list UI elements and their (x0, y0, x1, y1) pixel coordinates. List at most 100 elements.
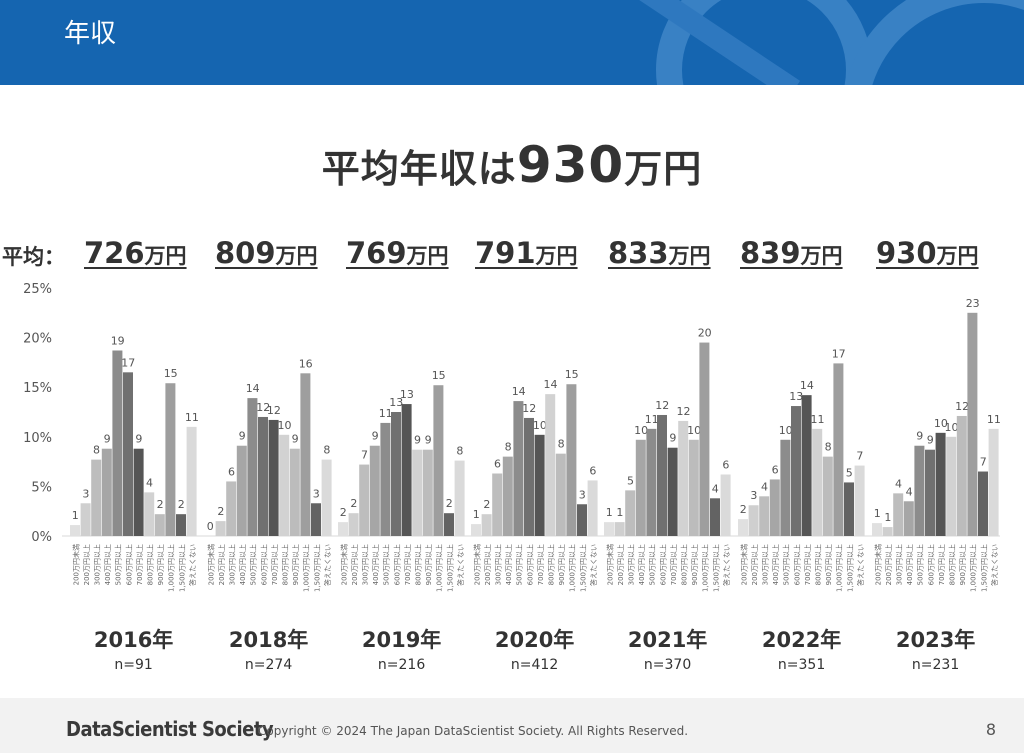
data-label: 1 (473, 508, 480, 521)
x-tick-label: 800万円以上 (680, 544, 689, 585)
x-tick-label: 1,500万円以上 (979, 544, 988, 592)
x-tick-label: 700万円以上 (803, 544, 812, 585)
bar (614, 522, 625, 536)
average-value-6: 930万円 (876, 236, 979, 270)
data-label: 17 (121, 356, 135, 369)
bar (710, 498, 720, 536)
data-label: 17 (832, 347, 846, 360)
average-unit: 万円 (936, 244, 979, 268)
bar (380, 422, 391, 536)
bar (492, 473, 503, 536)
data-label: 10 (687, 424, 701, 437)
data-label: 6 (494, 458, 501, 471)
headline: 平均年収は930万円 (0, 136, 1024, 194)
bar (133, 448, 144, 536)
x-tick-label: 200万円未満 (206, 544, 215, 585)
bar (391, 412, 401, 536)
bar (748, 505, 759, 536)
income-bar-chart: 0% 5% 10% 15% 20% 25% 1 200万円未満 3 200万円以上 8 300万円以上… (23, 282, 1001, 592)
year-label: 2018年 (228, 628, 309, 652)
data-label: 4 (906, 485, 913, 498)
data-label: 15 (432, 369, 446, 382)
data-label: 1 (606, 506, 613, 519)
bar (165, 383, 176, 536)
data-label: 9 (292, 433, 299, 446)
x-tick-label: 1,500万円以上 (578, 544, 587, 592)
x-tick-label: 200万円以上 (483, 544, 492, 585)
headline-suffix: 万円 (624, 147, 703, 191)
x-tick-label: 1,000万円以上 (701, 544, 710, 592)
average-unit: 万円 (275, 244, 318, 268)
bar (545, 394, 556, 536)
x-tick-label: 800万円以上 (146, 544, 155, 585)
data-label: 6 (589, 464, 596, 477)
x-tick-label: 1,000万円以上 (435, 544, 444, 592)
x-tick-label: 1,500万円以上 (312, 544, 321, 592)
data-label: 2 (350, 497, 357, 510)
x-tick-label: 300万円以上 (494, 544, 503, 585)
bar (872, 523, 882, 536)
x-tick-label: 答えたくない (990, 544, 999, 586)
data-label: 10 (634, 424, 648, 437)
bar (300, 373, 311, 536)
bar (587, 480, 598, 536)
x-tick-label: 900万円以上 (156, 544, 165, 585)
bar (688, 439, 699, 536)
sample-size-label: n=216 (377, 657, 426, 673)
bar (635, 439, 646, 536)
data-label: 10 (934, 417, 948, 430)
bar (854, 465, 865, 536)
data-label: 6 (772, 463, 779, 476)
bar (215, 521, 226, 536)
copyright-text: Copyright © 2024 The Japan DataScientist… (258, 724, 689, 738)
bar (699, 342, 710, 536)
bar (893, 493, 904, 536)
x-tick-label: 1,500万円以上 (711, 544, 720, 592)
brand-logo: DataScientist Society (66, 717, 274, 741)
average-number: 769 (346, 236, 407, 270)
bar (925, 449, 935, 536)
data-label: 13 (389, 396, 403, 409)
bar (822, 456, 833, 536)
data-label: 11 (379, 407, 393, 420)
x-tick-label: 600万円以上 (792, 544, 801, 585)
bar (812, 428, 823, 536)
bar (935, 432, 946, 536)
bar (801, 395, 812, 536)
x-tick-label: 1,000万円以上 (835, 544, 844, 592)
average-label: 平均： (2, 245, 65, 269)
sample-size-label: n=274 (244, 657, 293, 673)
average-number: 726 (84, 236, 145, 270)
data-label: 4 (895, 477, 902, 490)
data-label: 2 (483, 498, 490, 511)
x-tick-label: 200万円未満 (605, 544, 614, 585)
data-label: 12 (677, 405, 691, 418)
x-tick-label: 答えたくない (856, 544, 865, 586)
bar (646, 428, 657, 536)
average-unit: 万円 (144, 244, 187, 268)
data-label: 0 (207, 520, 214, 533)
data-label: 2 (340, 506, 347, 519)
average-value-1: 809万円 (215, 236, 318, 270)
data-label: 23 (966, 297, 980, 310)
data-label: 8 (323, 444, 330, 457)
bar (279, 434, 290, 536)
x-tick-label: 700万円以上 (270, 544, 279, 585)
bar (144, 492, 155, 536)
data-label: 4 (712, 482, 719, 495)
data-label: 2 (178, 498, 185, 511)
data-label: 12 (267, 404, 281, 417)
data-label: 19 (111, 334, 125, 347)
data-label: 1 (884, 511, 891, 524)
x-tick-label: 200万円以上 (217, 544, 226, 585)
headline-value: 930 (516, 136, 625, 194)
sample-size-label: n=370 (643, 657, 692, 673)
x-tick-label: 500万円以上 (382, 544, 391, 585)
x-tick-label: 600万円以上 (658, 544, 667, 585)
x-tick-label: 300万円以上 (361, 544, 370, 585)
data-label: 8 (505, 441, 512, 454)
data-label: 11 (645, 413, 659, 426)
x-tick-label: 1,500万円以上 (845, 544, 854, 592)
x-tick-label: 700万円以上 (403, 544, 412, 585)
x-tick-label: 答えたくない (589, 544, 598, 586)
